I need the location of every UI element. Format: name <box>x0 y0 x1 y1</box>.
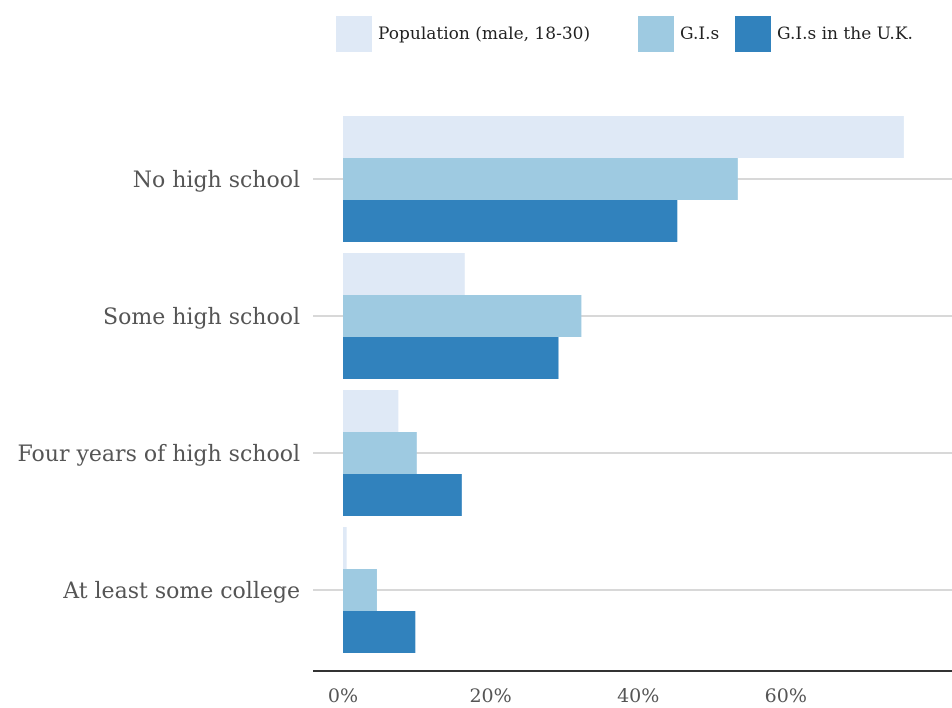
bar <box>343 527 347 569</box>
chart-legend: Population (male, 18-30) G.I.s G.I.s in … <box>0 16 952 52</box>
bar <box>343 116 904 158</box>
legend-label-gis-uk: G.I.s in the U.K. <box>777 24 913 44</box>
bar <box>343 390 399 432</box>
legend-item-gis: G.I.s <box>638 16 719 52</box>
bar <box>343 158 738 200</box>
bar <box>343 611 416 653</box>
bar <box>343 474 462 516</box>
x-tick-label: 20% <box>469 685 511 707</box>
category-label: Some high school <box>103 305 300 330</box>
bar <box>343 569 377 611</box>
legend-item-population: Population (male, 18-30) <box>336 16 590 52</box>
x-tick-label: 60% <box>765 685 807 707</box>
bar <box>343 253 465 295</box>
bar <box>343 295 582 337</box>
bar <box>343 337 559 379</box>
legend-swatch-population <box>336 16 372 52</box>
category-label: Four years of high school <box>18 442 301 467</box>
legend-swatch-gis <box>638 16 674 52</box>
bar <box>343 200 678 242</box>
bar <box>343 432 417 474</box>
category-label: At least some college <box>62 579 300 604</box>
x-tick-label: 40% <box>617 685 659 707</box>
legend-label-gis: G.I.s <box>680 24 720 44</box>
legend-swatch-gis-uk <box>735 16 771 52</box>
legend-item-gis-uk: G.I.s in the U.K. <box>735 16 913 52</box>
legend-label-population: Population (male, 18-30) <box>378 24 591 44</box>
category-label: No high school <box>133 168 300 193</box>
x-tick-label: 0% <box>328 685 358 707</box>
